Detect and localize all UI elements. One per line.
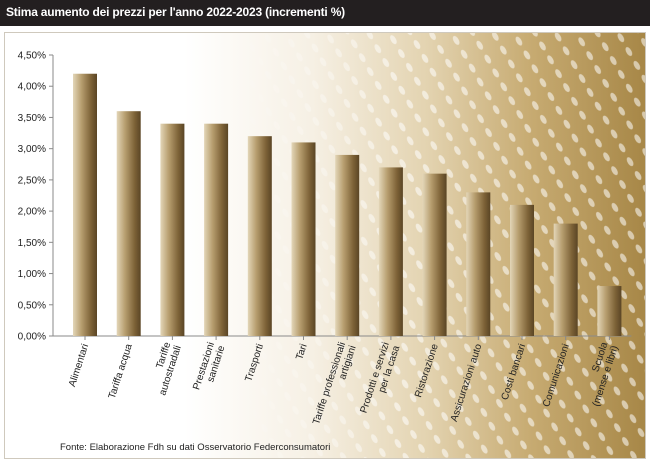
- y-tick-label: 0,00%: [18, 332, 46, 343]
- bar: [116, 111, 141, 336]
- source-note: Fonte: Elaborazione Fdh su dati Osservat…: [60, 442, 331, 453]
- bar: [466, 192, 491, 336]
- category-label-line: Tari: [294, 343, 309, 362]
- chart-panel: 0,00% 0,50% 1,00% 1,50% 2,00% 2,50% 3,00% 3,50%…: [4, 32, 646, 459]
- y-tick-label: 4,50%: [18, 51, 46, 62]
- bar: [73, 73, 97, 336]
- bar-chart: 0,00% 0,50% 1,00% 1,50% 2,00% 2,50% 3,00% 3,50%…: [5, 33, 645, 458]
- bar: [335, 154, 360, 336]
- background-dot-pattern: [5, 33, 645, 458]
- title-bar: Stima aumento dei prezzi per l'anno 2022…: [0, 0, 650, 26]
- y-tick-label: 3,50%: [18, 113, 46, 124]
- bar: [247, 136, 272, 336]
- bar: [378, 167, 403, 336]
- y-tick-label: 1,50%: [18, 238, 46, 249]
- y-tick-label: 3,00%: [18, 144, 46, 155]
- category-label: Tari: [294, 343, 309, 362]
- bar: [510, 204, 534, 336]
- y-tick-label: 0,50%: [18, 300, 46, 311]
- y-tick-label: 1,00%: [18, 269, 46, 280]
- bar: [553, 223, 578, 336]
- bar: [422, 173, 447, 336]
- bar-layer: [73, 73, 622, 336]
- y-tick-label: 2,00%: [18, 207, 46, 218]
- chart-title: Stima aumento dei prezzi per l'anno 2022…: [6, 5, 345, 19]
- bar: [204, 123, 229, 336]
- y-tick-label: 2,50%: [18, 175, 46, 186]
- bar: [160, 123, 185, 336]
- y-tick-label: 4,00%: [18, 82, 46, 93]
- bar: [291, 142, 316, 336]
- bar: [597, 286, 622, 336]
